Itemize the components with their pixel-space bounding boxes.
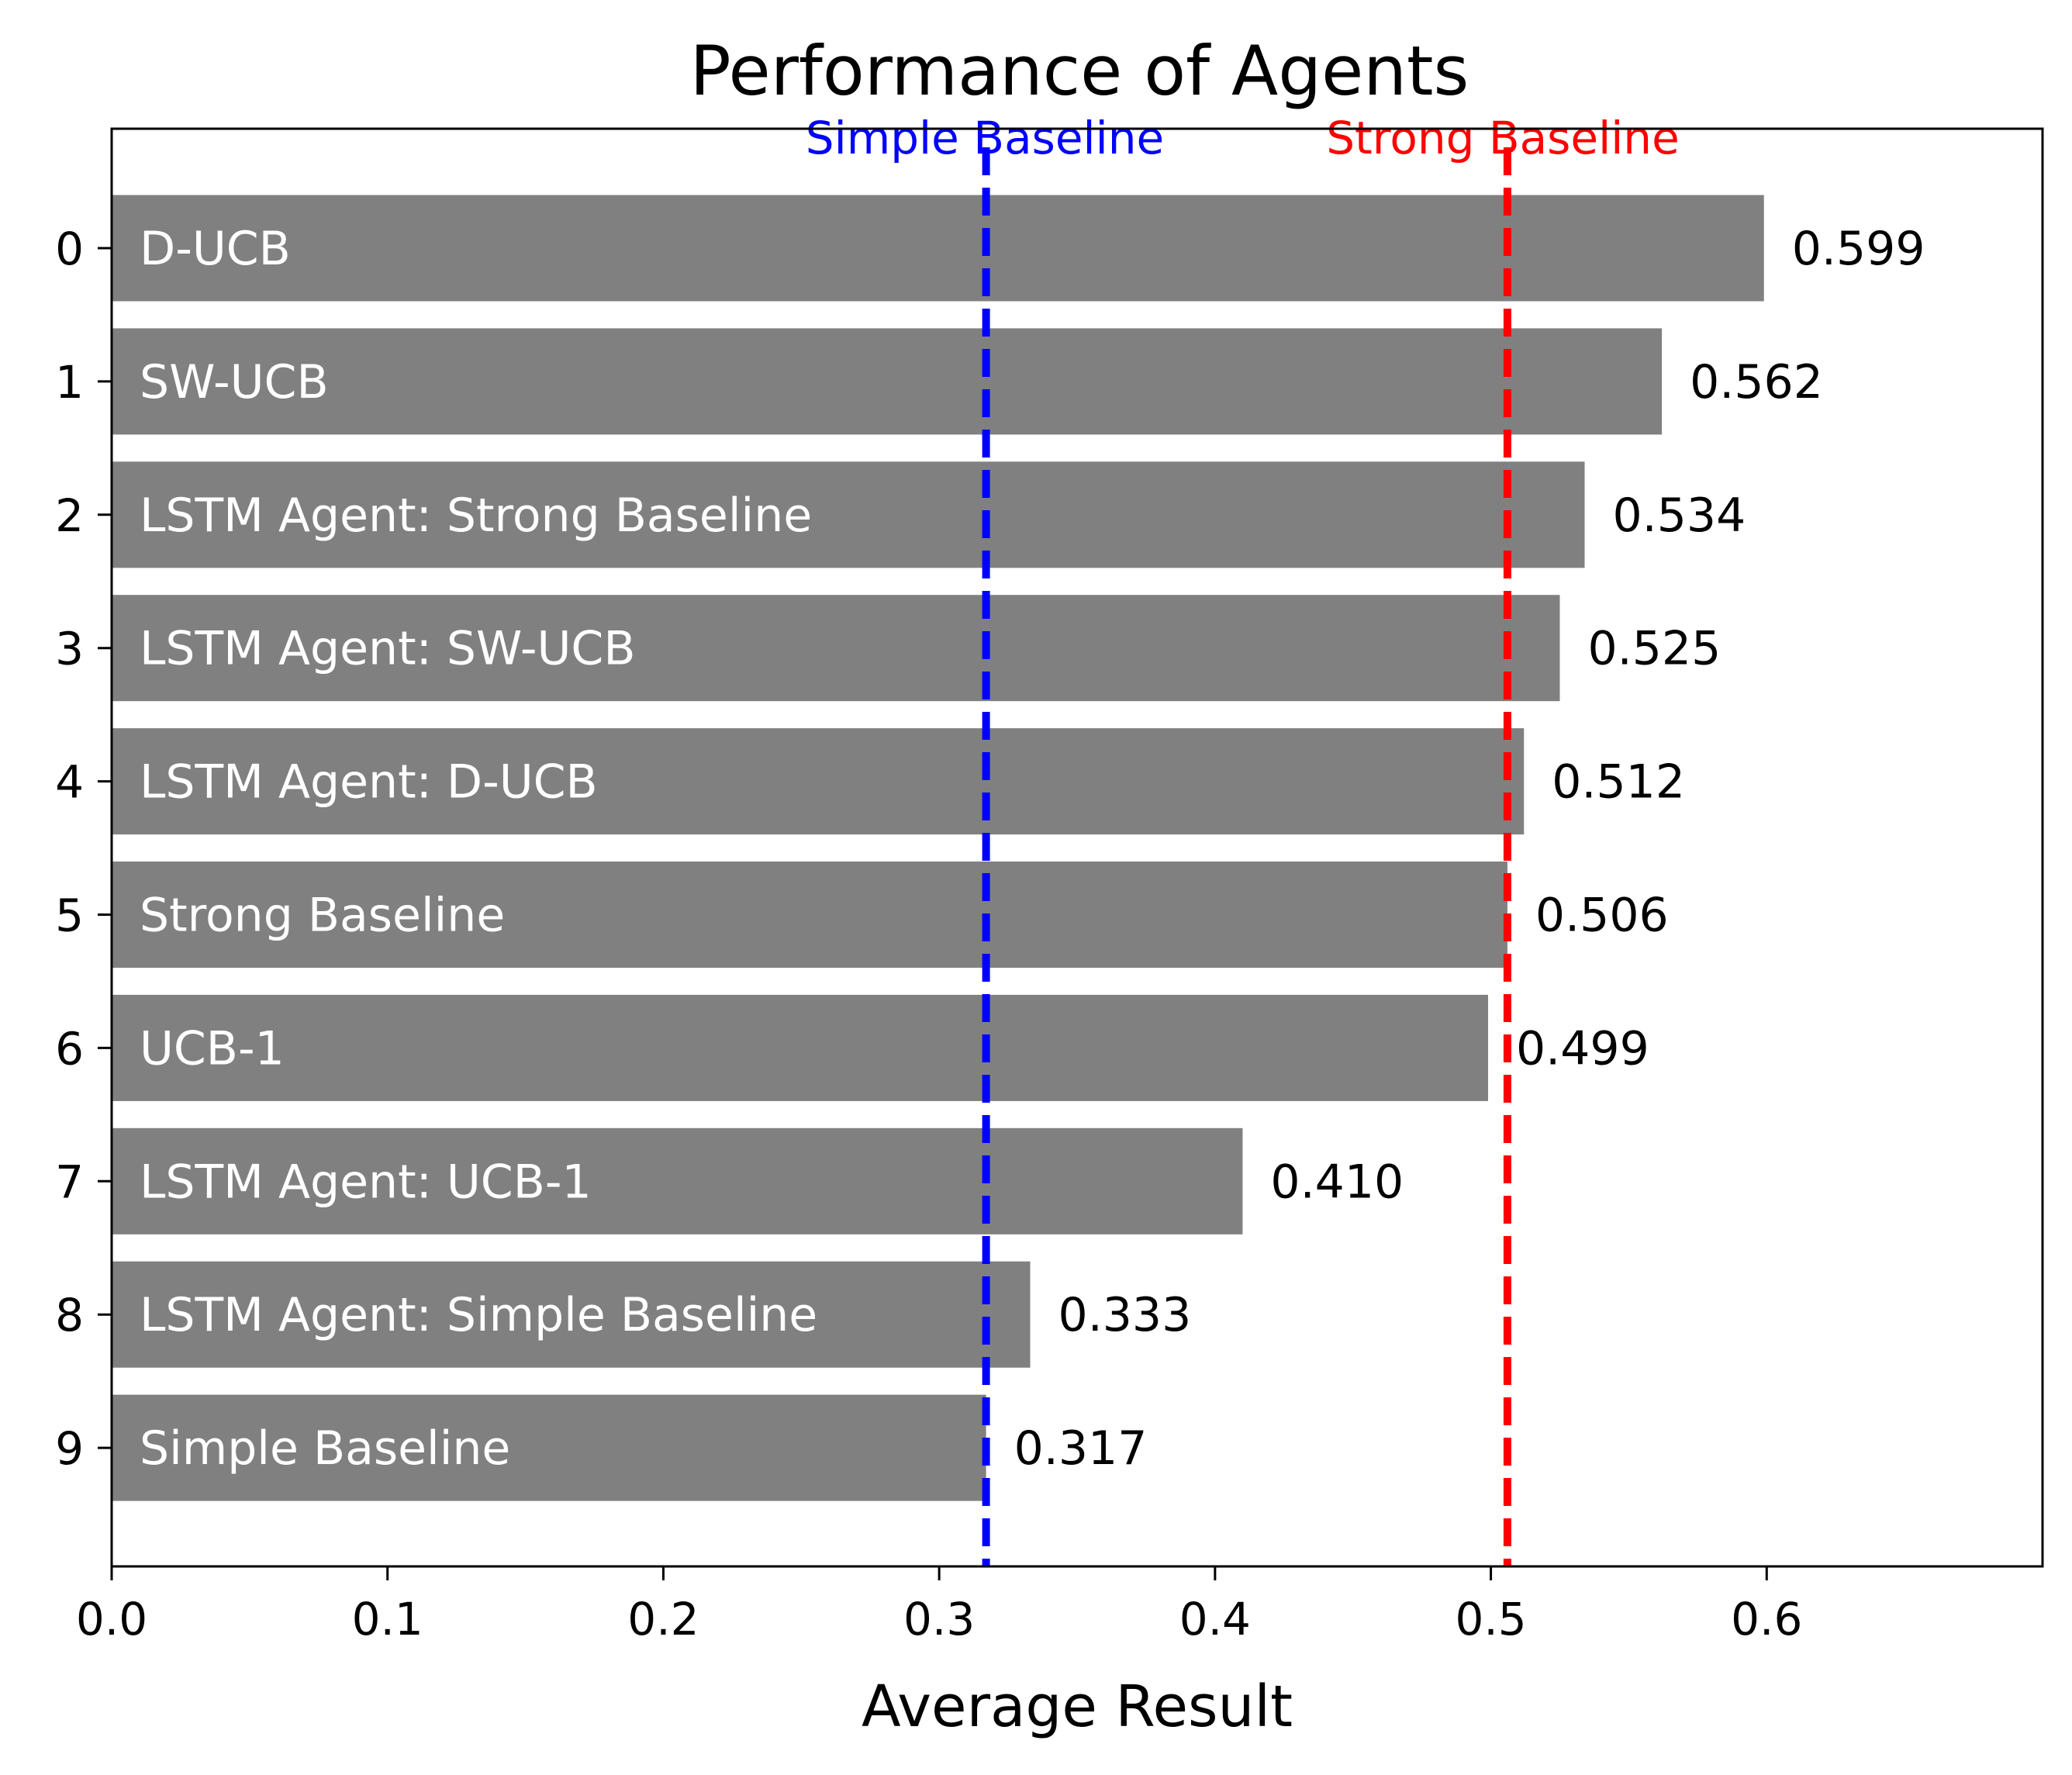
bar-label-6: UCB-1 — [140, 1021, 285, 1076]
bar-9 — [112, 1394, 986, 1501]
bar-3 — [112, 595, 1560, 702]
x-axis-label: Average Result — [862, 1673, 1293, 1740]
bar-6 — [112, 994, 1489, 1101]
y-tick-label-3: 3 — [55, 623, 84, 675]
bars-group: D-UCB 0.599 SW-UCB 0.562 LSTM Agent: Strong … — [112, 195, 1925, 1501]
bar-label-4: LSTM Agent: D-UCB — [140, 755, 598, 810]
x-tick-label-5: 0.5 — [1455, 1593, 1526, 1646]
y-tick-label-9: 9 — [55, 1422, 84, 1475]
y-tick-label-2: 2 — [55, 489, 84, 542]
reference-lines-group: Simple Baseline Strong Baseline — [806, 112, 1680, 1566]
value-label-7: 0.410 — [1270, 1155, 1404, 1209]
bar-7 — [112, 1128, 1243, 1235]
value-label-8: 0.333 — [1058, 1288, 1192, 1342]
value-label-6: 0.499 — [1516, 1021, 1649, 1076]
x-tick-label-6: 0.6 — [1731, 1593, 1802, 1646]
x-tick-label-0: 0.0 — [76, 1593, 147, 1646]
bar-label-7: LSTM Agent: UCB-1 — [140, 1155, 592, 1209]
bar-label-2: LSTM Agent: Strong Baseline — [140, 489, 812, 543]
y-tick-label-8: 8 — [55, 1289, 84, 1342]
y-tick-label-7: 7 — [55, 1155, 84, 1208]
x-tick-label-2: 0.2 — [627, 1593, 699, 1646]
bar-label-3: LSTM Agent: SW-UCB — [140, 622, 636, 676]
bar-5 — [112, 862, 1507, 968]
bar-label-8: LSTM Agent: Simple Baseline — [140, 1288, 817, 1342]
plot-frame — [110, 127, 2044, 1568]
value-label-1: 0.562 — [1690, 355, 1823, 409]
ref-label-1: Strong Baseline — [1326, 112, 1680, 164]
y-tick-label-0: 0 — [55, 223, 84, 275]
bar-0 — [112, 195, 1764, 302]
value-label-5: 0.506 — [1535, 889, 1669, 943]
bar-8 — [112, 1261, 1031, 1368]
y-tick-label-4: 4 — [55, 756, 84, 809]
value-label-9: 0.317 — [1014, 1421, 1148, 1476]
bar-label-5: Strong Baseline — [140, 889, 505, 943]
value-label-4: 0.512 — [1552, 755, 1685, 810]
bar-2 — [112, 461, 1585, 568]
chart-title: Performance of Agents — [690, 31, 1469, 111]
bar-1 — [112, 328, 1663, 435]
y-tick-label-6: 6 — [55, 1022, 84, 1075]
bar-label-1: SW-UCB — [140, 355, 329, 409]
y-tick-label-1: 1 — [55, 356, 84, 409]
value-label-0: 0.599 — [1792, 222, 1925, 276]
x-tick-label-1: 0.1 — [352, 1593, 423, 1646]
x-tick-label-3: 0.3 — [903, 1593, 975, 1646]
y-tick-label-5: 5 — [55, 889, 84, 942]
x-axis-ticks: 0.0 0.1 0.2 0.3 0.4 0.5 0.6 — [76, 1566, 1802, 1646]
value-label-2: 0.534 — [1613, 489, 1746, 543]
bar-label-9: Simple Baseline — [140, 1421, 510, 1476]
y-axis-ticks: 0 1 2 3 4 5 6 7 8 9 — [55, 223, 112, 1475]
x-tick-label-4: 0.4 — [1179, 1593, 1251, 1646]
bar-4 — [112, 728, 1525, 835]
value-label-3: 0.525 — [1588, 622, 1721, 676]
ref-label-0: Simple Baseline — [806, 112, 1164, 164]
bar-label-0: D-UCB — [140, 222, 291, 276]
